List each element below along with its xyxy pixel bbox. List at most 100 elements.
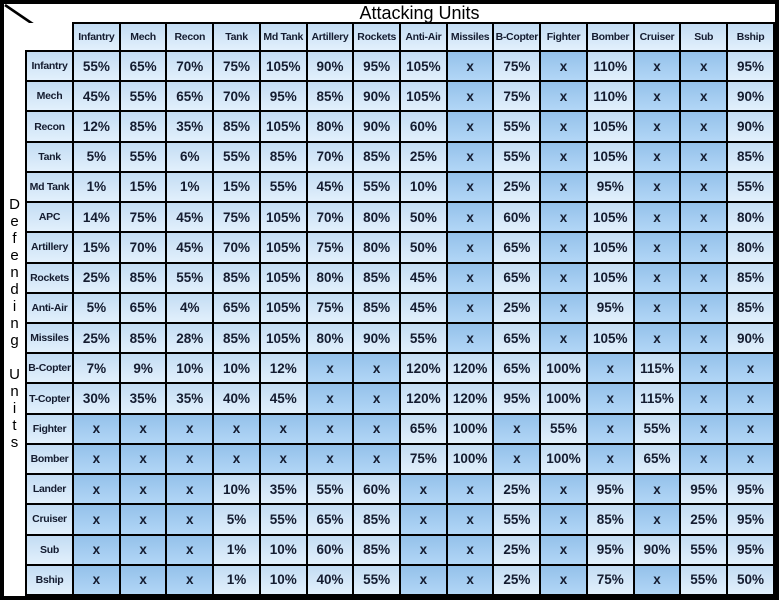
damage-cell: 25% — [399, 140, 448, 173]
damage-cell: 55% — [118, 140, 168, 173]
damage-cell: 55% — [352, 170, 402, 204]
no-attack-cell: x — [632, 291, 682, 324]
damage-cell: 50% — [399, 231, 448, 264]
damage-cell: 55% — [258, 170, 308, 204]
no-attack-cell: x — [679, 201, 729, 234]
damage-cell: 85% — [726, 140, 775, 173]
table-row: APC 14% 75% 45% 75% 105% 70% 80% 50% x 60% x 105% x x 8… — [25, 201, 775, 234]
damage-cell: 105% — [258, 321, 308, 355]
damage-cell: 85% — [212, 110, 261, 143]
no-attack-cell: x — [445, 291, 495, 324]
damage-cell: 105% — [585, 140, 635, 173]
defending-units-letter — [12, 349, 16, 366]
damage-cell: 95% — [726, 473, 775, 506]
damage-cell: 15% — [212, 170, 261, 204]
damage-cell: 75% — [212, 49, 261, 83]
damage-cell: 65% — [492, 231, 542, 264]
no-attack-cell: x — [539, 473, 588, 506]
no-attack-cell: x — [445, 503, 495, 536]
damage-cell: 50% — [726, 563, 775, 596]
damage-cell: 5% — [72, 291, 121, 324]
damage-cell: 25% — [492, 563, 542, 596]
defending-units-letter: d — [10, 280, 19, 298]
table-row: Lander x x x 10% 35% 55% 60% x x 25% x 95% x 95% 95% — [25, 473, 775, 506]
damage-cell: 75% — [305, 231, 355, 264]
damage-cell: 28% — [165, 321, 215, 355]
damage-cell: 95% — [585, 291, 635, 324]
row-header-cruiser: Cruiser — [25, 503, 74, 536]
defending-units-letter: g — [10, 331, 19, 349]
no-attack-cell: x — [679, 382, 729, 415]
damage-cell: 100% — [539, 352, 588, 385]
damage-cell: 25% — [72, 321, 121, 355]
damage-cell: 90% — [632, 533, 682, 566]
damage-cell: 105% — [258, 261, 308, 294]
damage-cell: 95% — [492, 382, 542, 415]
no-attack-cell: x — [118, 533, 168, 566]
no-attack-cell: x — [305, 382, 355, 415]
damage-cell: 85% — [258, 140, 308, 173]
damage-cell: 90% — [726, 110, 775, 143]
damage-cell: 25% — [72, 261, 121, 294]
no-attack-cell: x — [585, 352, 635, 385]
no-attack-cell: x — [632, 140, 682, 173]
damage-cell: 45% — [399, 261, 448, 294]
damage-cell: 85% — [585, 503, 635, 536]
damage-cell: 105% — [258, 291, 308, 324]
damage-cell: 45% — [399, 291, 448, 324]
no-attack-cell: x — [726, 412, 775, 445]
no-attack-cell: x — [165, 473, 215, 506]
table-header: Infantry Mech Recon Tank Md Tank Artillery Roc… — [26, 22, 775, 52]
damage-cell: 120% — [399, 382, 448, 415]
damage-cell: 60% — [399, 110, 448, 143]
no-attack-cell: x — [679, 110, 729, 143]
damage-cell: 25% — [492, 291, 542, 324]
no-attack-cell: x — [679, 352, 729, 385]
no-attack-cell: x — [72, 533, 121, 566]
no-attack-cell: x — [539, 49, 588, 83]
no-attack-cell: x — [445, 201, 495, 234]
damage-cell: 10% — [212, 352, 261, 385]
damage-cell: 95% — [585, 473, 635, 506]
defending-units-letter: e — [10, 246, 19, 264]
table-row: Bomber x x x x x x x 75% 100% x 100% x 65% x x — [25, 442, 775, 476]
damage-cell: 95% — [585, 533, 635, 566]
no-attack-cell: x — [539, 563, 588, 596]
no-attack-cell: x — [445, 170, 495, 204]
no-attack-cell: x — [445, 563, 495, 596]
no-attack-cell: x — [632, 231, 682, 264]
no-attack-cell: x — [679, 140, 729, 173]
damage-cell: 105% — [399, 49, 448, 83]
col-header-tank: Tank — [212, 22, 261, 52]
table-row: Missiles 25% 85% 28% 85% 105% 80% 90% 55% x 65% x 10… — [25, 321, 775, 355]
damage-cell: 95% — [726, 49, 775, 83]
damage-cell: 55% — [632, 412, 682, 445]
no-attack-cell: x — [539, 291, 588, 324]
row-header-mech: Mech — [25, 80, 74, 113]
damage-cell: 65% — [305, 503, 355, 536]
row-header-tank: Tank — [25, 140, 74, 173]
damage-cell: 10% — [212, 473, 261, 506]
damage-cell: 90% — [726, 321, 775, 355]
no-attack-cell: x — [539, 533, 588, 566]
damage-cell: 80% — [352, 231, 402, 264]
no-attack-cell: x — [352, 382, 402, 415]
damage-cell: 35% — [165, 110, 215, 143]
damage-cell: 95% — [679, 473, 729, 506]
damage-cell: 5% — [212, 503, 261, 536]
damage-cell: 85% — [726, 291, 775, 324]
damage-cell: 85% — [305, 80, 355, 113]
damage-cell: 65% — [118, 291, 168, 324]
no-attack-cell: x — [632, 563, 682, 596]
row-header-sub: Sub — [25, 533, 74, 566]
damage-cell: 75% — [118, 201, 168, 234]
no-attack-cell: x — [679, 261, 729, 294]
damage-cell: 45% — [165, 231, 215, 264]
table-row: Anti-Air 5% 65% 4% 65% 105% 75% 85% 45% x 25% x 95% x… — [25, 291, 775, 324]
damage-cell: 90% — [352, 80, 402, 113]
damage-cell: 100% — [445, 442, 495, 476]
no-attack-cell: x — [445, 261, 495, 294]
row-header-bomber: Bomber — [25, 442, 74, 476]
damage-cell: 75% — [492, 80, 542, 113]
